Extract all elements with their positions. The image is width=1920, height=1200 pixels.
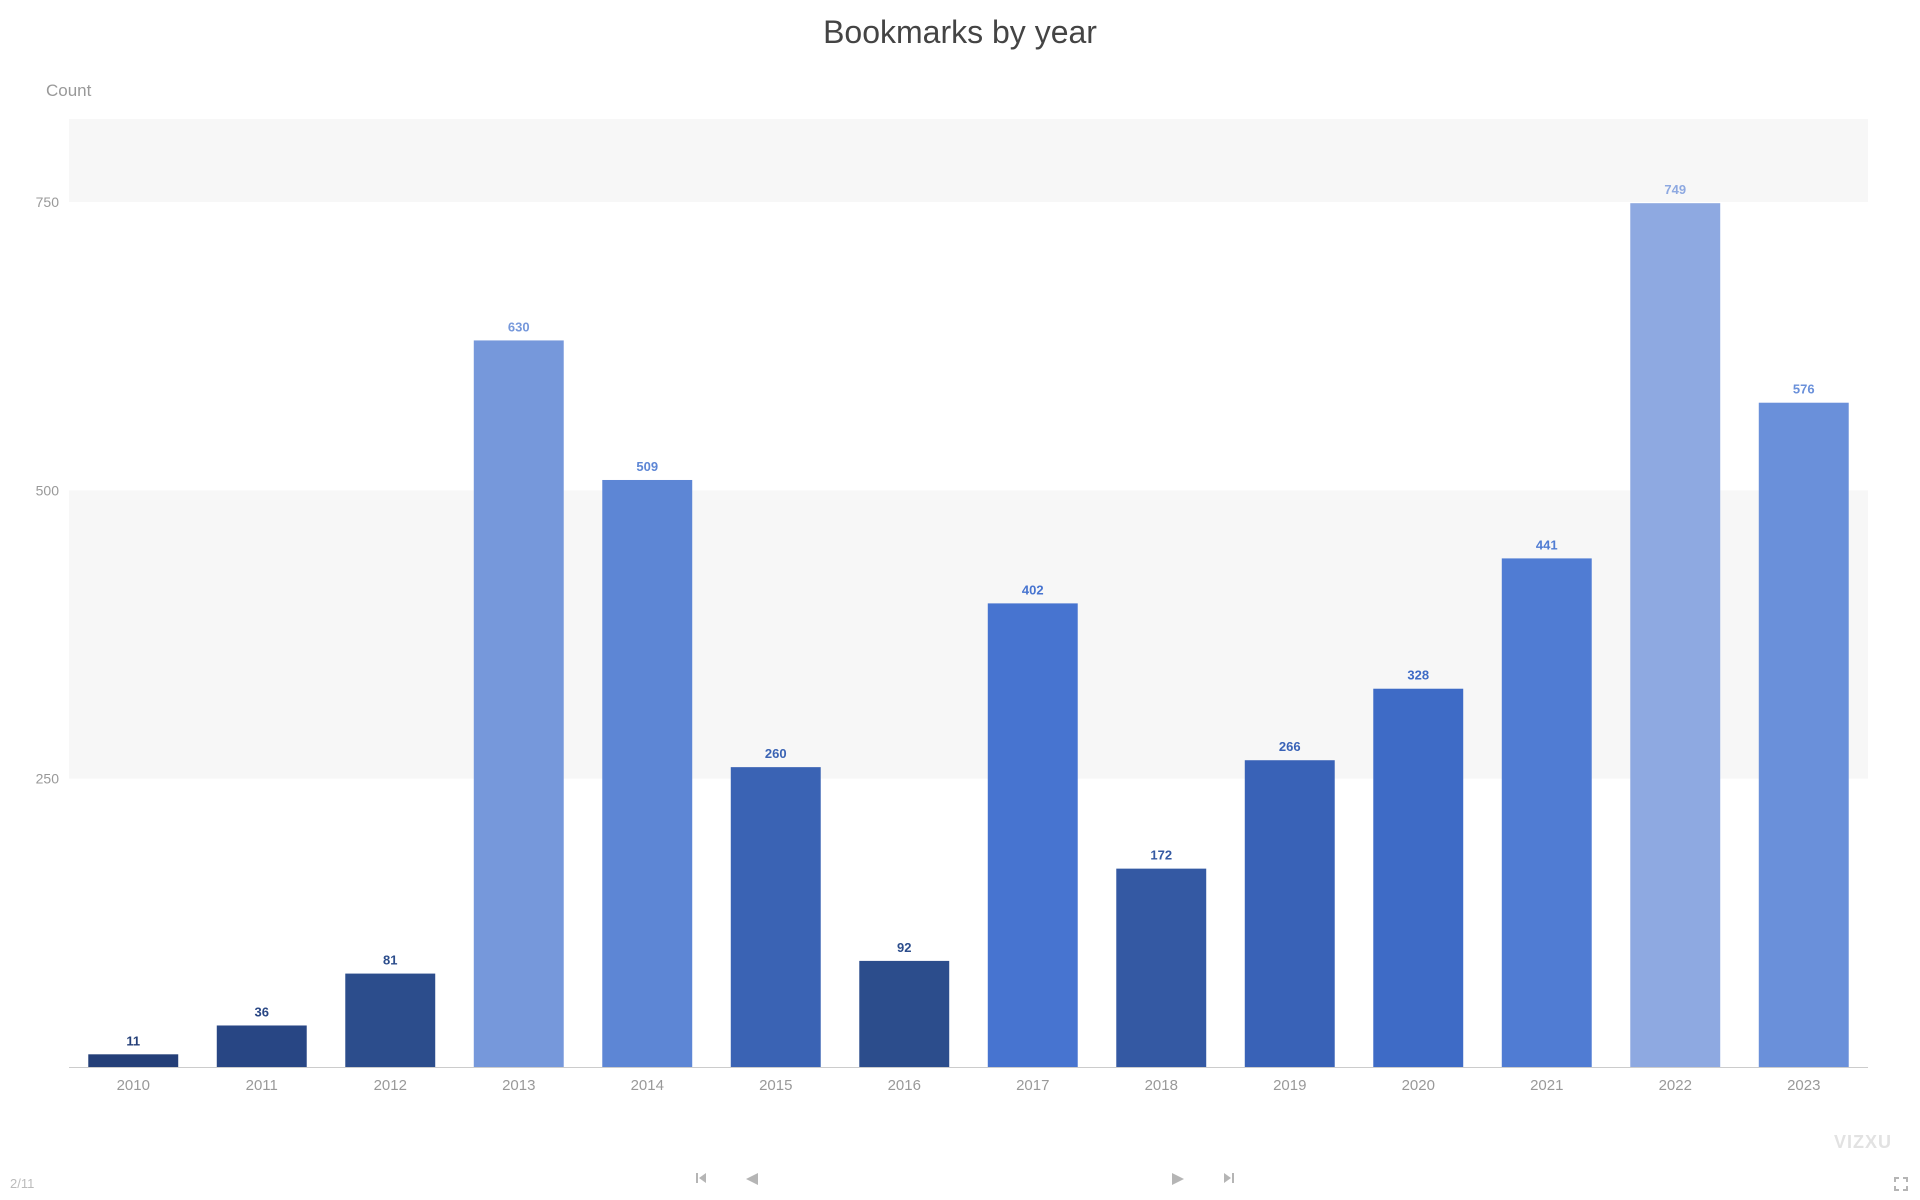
x-tick-label: 2018	[1145, 1077, 1178, 1094]
grid-band	[69, 119, 1868, 203]
x-tick-label: 2016	[888, 1077, 921, 1094]
bar-value-labels: 11 36 81 630 509 260 92 402 172 266 328 441 749 576	[126, 182, 1814, 1048]
bar-2019[interactable]	[1244, 760, 1335, 1067]
bar-2022[interactable]	[1630, 203, 1721, 1068]
y-tick-label: 750	[36, 194, 60, 210]
x-tick-label: 2020	[1402, 1077, 1435, 1094]
bar-value-label: 172	[1150, 848, 1172, 863]
bar-2016[interactable]	[859, 960, 950, 1067]
bar-chart: Bookmarks by year Count 250 500 750 11 36 81…	[36, 14, 1868, 1094]
y-axis-label: Count	[46, 81, 92, 100]
skip-first-icon[interactable]	[689, 1171, 713, 1191]
prev-icon[interactable]	[740, 1171, 764, 1193]
x-tick-label: 2017	[1016, 1077, 1049, 1094]
chart-title: Bookmarks by year	[823, 14, 1097, 50]
bar-2023[interactable]	[1758, 402, 1849, 1068]
bar-value-label: 328	[1407, 668, 1429, 683]
bar-value-label: 509	[636, 459, 658, 474]
x-tick-label: 2015	[759, 1077, 792, 1094]
grid-bands	[69, 119, 1868, 779]
y-tick-label: 250	[36, 771, 60, 787]
x-tick-label: 2019	[1273, 1077, 1306, 1094]
bar-2010[interactable]	[88, 1054, 179, 1067]
x-axis-ticks: 2010 2011 2012 2013 2014 2015 2016 2017 2018 2019…	[117, 1077, 1821, 1094]
bar-2012[interactable]	[345, 973, 436, 1067]
brand-logo: VIZXU	[1833, 1132, 1892, 1152]
bar-2015[interactable]	[730, 767, 821, 1067]
bar-value-label: 630	[508, 319, 530, 334]
page-counter: 2/11	[10, 1176, 35, 1191]
bar-2013[interactable]	[473, 340, 564, 1067]
bar-value-label: 81	[383, 953, 397, 968]
bar-value-label: 36	[255, 1004, 269, 1019]
bar-value-label: 266	[1279, 739, 1301, 754]
bar-value-label: 749	[1664, 182, 1686, 197]
bar-2014[interactable]	[602, 479, 693, 1067]
bar-value-label: 260	[765, 746, 787, 761]
x-tick-label: 2023	[1787, 1077, 1820, 1094]
x-tick-label: 2013	[502, 1077, 535, 1094]
x-tick-label: 2014	[631, 1077, 664, 1094]
bar-2011[interactable]	[216, 1025, 307, 1067]
bar-2017[interactable]	[987, 603, 1078, 1067]
bar-2021[interactable]	[1501, 558, 1592, 1067]
y-tick-label: 500	[36, 482, 60, 498]
x-tick-label: 2011	[246, 1077, 278, 1094]
grid-band	[69, 490, 1868, 779]
skip-last-icon[interactable]	[1217, 1171, 1241, 1191]
x-tick-label: 2012	[374, 1077, 407, 1094]
bar-2020[interactable]	[1373, 688, 1464, 1067]
x-tick-label: 2022	[1659, 1077, 1692, 1094]
bars	[88, 203, 1849, 1068]
bar-value-label: 441	[1536, 537, 1558, 552]
bar-value-label: 576	[1793, 382, 1815, 397]
x-tick-label: 2010	[117, 1077, 150, 1094]
bar-value-label: 11	[126, 1033, 140, 1048]
x-tick-label: 2021	[1530, 1077, 1563, 1094]
bar-value-label: 92	[897, 940, 911, 955]
fullscreen-icon[interactable]	[1894, 1177, 1908, 1191]
bar-2018[interactable]	[1116, 868, 1207, 1067]
next-icon[interactable]	[1166, 1171, 1190, 1193]
bar-value-label: 402	[1022, 582, 1044, 597]
y-axis-ticks: 250 500 750	[36, 194, 60, 787]
